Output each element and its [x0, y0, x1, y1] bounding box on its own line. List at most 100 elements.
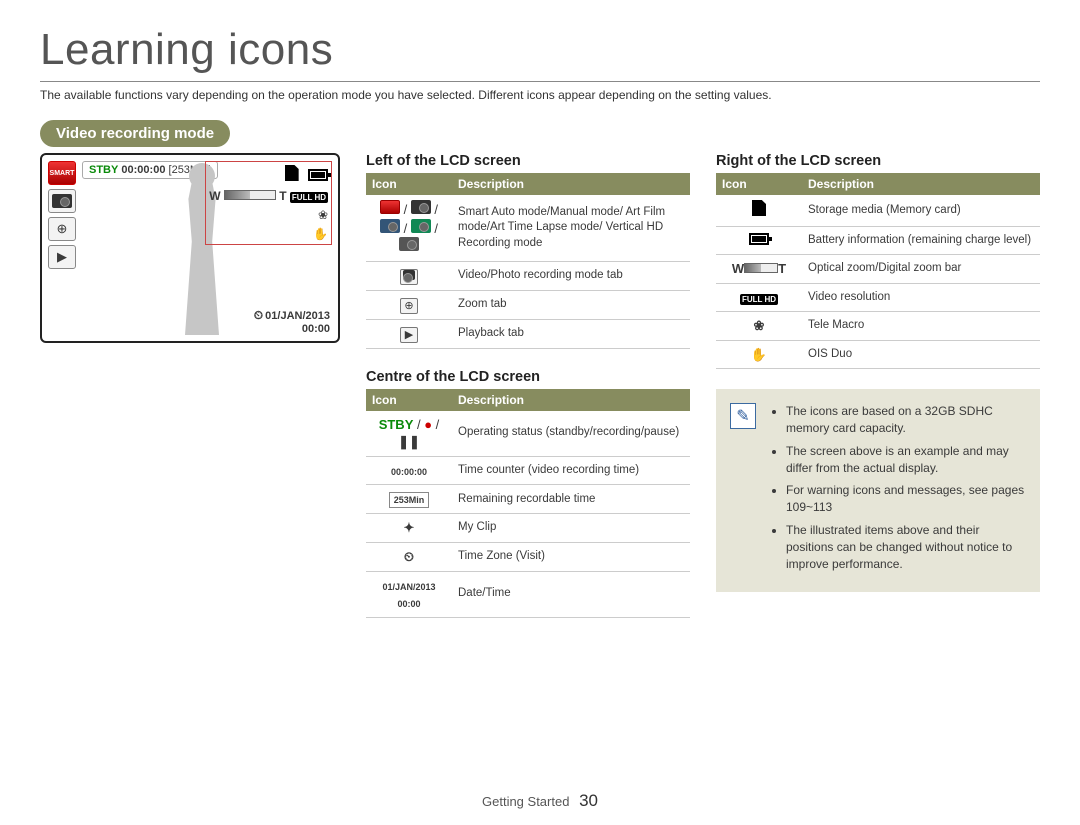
col-desc: Description	[452, 389, 690, 411]
note-item: The icons are based on a 32GB SDHC memor…	[786, 403, 1026, 437]
table-header-row: Icon Description	[716, 173, 1040, 195]
table-row: WT Optical zoom/Digital zoom bar	[716, 255, 1040, 284]
table-row: / / / / Smart Auto mode/Manual mode/ Art…	[366, 195, 690, 261]
page-title: Learning icons	[40, 25, 1040, 75]
lcd-right-row1	[285, 165, 328, 184]
lcd-date: 01/JAN/2013	[265, 310, 330, 322]
lcd-left-icon-stack: SMART ⊕ ▶	[48, 161, 76, 269]
zoombar-desc: Optical zoom/Digital zoom bar	[802, 255, 1040, 284]
middle-column: Left of the LCD screen Icon Description …	[366, 153, 690, 638]
timelapse-mode-icon	[411, 219, 431, 233]
fullhd-icon: FULL HD	[290, 192, 328, 203]
smart-mode-icon	[380, 200, 400, 214]
remaining-desc: Remaining recordable time	[452, 485, 690, 514]
intro-text: The available functions vary depending o…	[40, 88, 1040, 102]
zoom-t: T	[279, 189, 286, 203]
storage-icon-cell	[716, 195, 802, 226]
zoombar-icon-cell: WT	[716, 255, 802, 284]
tab-desc: Video/Photo recording mode tab	[452, 261, 690, 290]
right-table: Icon Description Storage media (Memory c…	[716, 173, 1040, 369]
zoom-icon-cell: ⊕	[366, 290, 452, 319]
table-row: 253Min Remaining recordable time	[366, 485, 690, 514]
zoom-bar-icon	[224, 190, 276, 200]
col-desc: Description	[802, 173, 1040, 195]
battery-desc: Battery information (remaining charge le…	[802, 226, 1040, 255]
col-desc: Description	[452, 173, 690, 195]
left-table: Icon Description / / / / Smart Auto mode…	[366, 173, 690, 349]
left-table-heading: Left of the LCD screen	[366, 153, 690, 169]
playback-desc: Playback tab	[452, 319, 690, 348]
battery-icon	[308, 169, 328, 181]
video-photo-tab-icon	[48, 189, 76, 213]
datetime-desc: Date/Time	[452, 571, 690, 617]
vertical-hd-icon	[399, 237, 419, 251]
col-icon: Icon	[716, 173, 802, 195]
content-columns: SMART ⊕ ▶ STBY 00:00:00 [253Min] W T FUL…	[40, 153, 1040, 638]
table-row: ✋ OIS Duo	[716, 340, 1040, 369]
table-header-row: Icon Description	[366, 173, 690, 195]
resolution-desc: Video resolution	[802, 283, 1040, 312]
centre-table-heading: Centre of the LCD screen	[366, 369, 690, 385]
resolution-icon-cell: FULL HD	[716, 283, 802, 312]
manual-mode-icon	[411, 200, 431, 214]
tab-icon-cell	[366, 261, 452, 290]
mode-icons-cell: / / / /	[366, 195, 452, 261]
note-item: For warning icons and messages, see page…	[786, 482, 1026, 516]
storage-icon	[285, 165, 299, 181]
right-table-heading: Right of the LCD screen	[716, 153, 1040, 169]
section-pill: Video recording mode	[40, 120, 230, 147]
col-icon: Icon	[366, 389, 452, 411]
timezone-desc: Time Zone (Visit)	[452, 542, 690, 571]
lcd-right-icon-stack: W T FULL HD ❀ ✋	[205, 161, 332, 245]
oisduo-desc: OIS Duo	[802, 340, 1040, 369]
table-row: ⏲ Time Zone (Visit)	[366, 542, 690, 571]
timezone-icon: ⏲	[254, 308, 263, 322]
telemacro-icon-cell: ❀	[716, 312, 802, 341]
artfilm-mode-icon	[380, 219, 400, 233]
smart-auto-icon: SMART	[48, 161, 76, 185]
timezone-icon-cell: ⏲	[366, 542, 452, 571]
zoom-desc: Zoom tab	[452, 290, 690, 319]
opstatus-desc: Operating status (standby/recording/paus…	[452, 411, 690, 457]
remaining-icon-cell: 253Min	[366, 485, 452, 514]
footer-page-number: 30	[579, 791, 598, 810]
lcd-date-box: ⏲01/JAN/2013 00:00	[254, 308, 330, 335]
timecounter-desc: Time counter (video recording time)	[452, 456, 690, 485]
table-row: FULL HD Video resolution	[716, 283, 1040, 312]
note-item: The illustrated items above and their po…	[786, 522, 1026, 572]
table-header-row: Icon Description	[366, 389, 690, 411]
myclip-icon-cell: ✦	[366, 514, 452, 543]
page-footer: Getting Started 30	[0, 791, 1080, 811]
zoom-w: W	[209, 189, 220, 203]
oisduo-icon-cell: ✋	[716, 340, 802, 369]
datetime-icon-cell: 01/JAN/2013 00:00	[366, 571, 452, 617]
lcd-mockup: SMART ⊕ ▶ STBY 00:00:00 [253Min] W T FUL…	[40, 153, 340, 343]
table-row: ✦ My Clip	[366, 514, 690, 543]
table-row: Video/Photo recording mode tab	[366, 261, 690, 290]
telemacro-desc: Tele Macro	[802, 312, 1040, 341]
footer-label: Getting Started	[482, 794, 569, 809]
mode-desc: Smart Auto mode/Manual mode/ Art Film mo…	[452, 195, 690, 261]
table-row: ⊕ Zoom tab	[366, 290, 690, 319]
playback-icon-cell: ▶	[366, 319, 452, 348]
storage-desc: Storage media (Memory card)	[802, 195, 1040, 226]
table-row: ▶ Playback tab	[366, 319, 690, 348]
table-row: ❀ Tele Macro	[716, 312, 1040, 341]
table-row: STBY / ● / ❚❚ Operating status (standby/…	[366, 411, 690, 457]
table-row: 01/JAN/2013 00:00 Date/Time	[366, 571, 690, 617]
zoom-tab-icon: ⊕	[48, 217, 76, 241]
timecounter-icon-cell: 00:00:00	[366, 456, 452, 485]
note-icon: ✎	[730, 403, 756, 429]
ois-duo-icon: ✋	[313, 227, 328, 241]
table-row: Battery information (remaining charge le…	[716, 226, 1040, 255]
note-box: ✎ The icons are based on a 32GB SDHC mem…	[716, 389, 1040, 592]
right-column: Right of the LCD screen Icon Description…	[716, 153, 1040, 592]
playback-tab-icon: ▶	[48, 245, 76, 269]
note-list: The icons are based on a 32GB SDHC memor…	[768, 403, 1026, 578]
status-stby: STBY	[89, 164, 118, 176]
tele-macro-icon: ❀	[318, 208, 328, 222]
myclip-desc: My Clip	[452, 514, 690, 543]
table-row: 00:00:00 Time counter (video recording t…	[366, 456, 690, 485]
centre-table: Icon Description STBY / ● / ❚❚ Operating…	[366, 389, 690, 618]
title-rule	[40, 81, 1040, 82]
